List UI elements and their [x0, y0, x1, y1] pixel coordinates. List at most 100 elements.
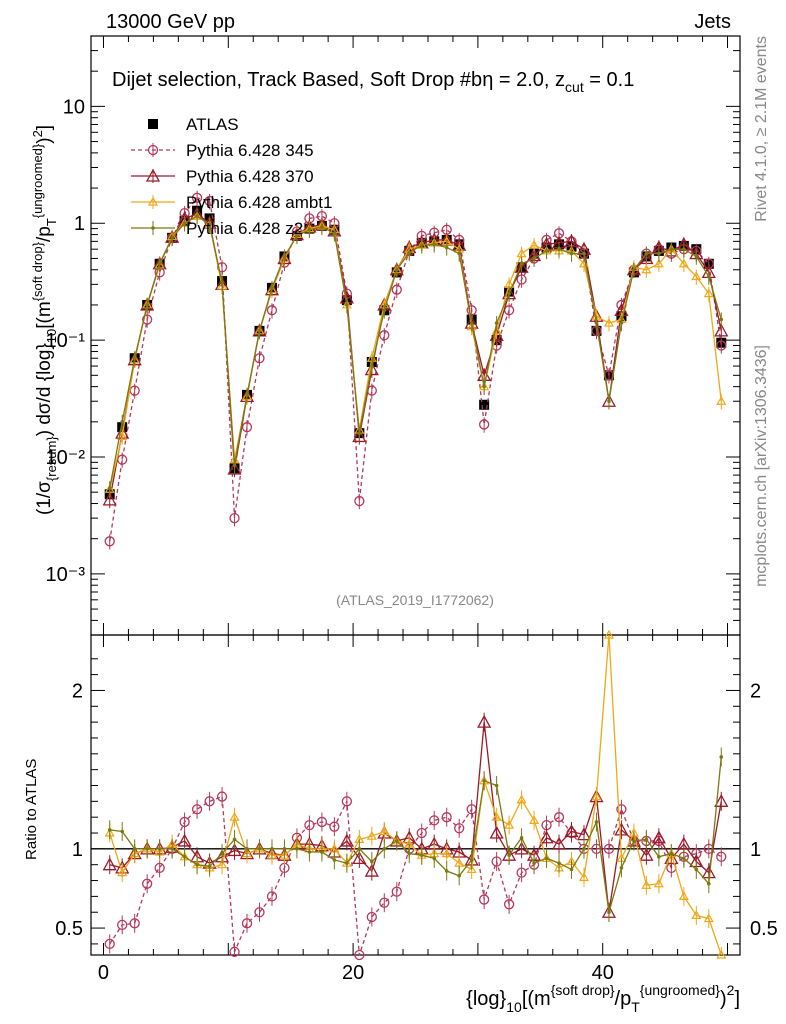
- data-point: [382, 308, 387, 313]
- legend-marker: [145, 168, 161, 182]
- ratio-point: [270, 847, 274, 851]
- ratio-xtick-label: 40: [592, 962, 614, 984]
- data-point: [307, 227, 312, 232]
- data-point: [407, 250, 412, 255]
- main-ytick-label: 10⁻¹: [46, 330, 86, 352]
- ratio-line: [109, 722, 722, 913]
- legend-label: Pythia 6.428 z2: [186, 219, 303, 238]
- data-point: [641, 264, 652, 274]
- ratio-point: [466, 864, 477, 874]
- data-point: [706, 274, 711, 279]
- data-point: [241, 422, 253, 433]
- ratio-point: [614, 822, 629, 836]
- ratio-point: [382, 847, 387, 851]
- data-point: [132, 356, 137, 361]
- ratio-point: [582, 847, 586, 851]
- data-point: [391, 284, 402, 295]
- legend-marker: [147, 144, 159, 156]
- ratio-point: [364, 863, 379, 877]
- ratio-point: [216, 791, 228, 802]
- ratio-ytick-label: 1: [72, 839, 83, 861]
- ratio-point: [714, 793, 729, 807]
- ratio-point: [329, 821, 340, 832]
- legend-label: Pythia 6.428 ambt1: [186, 193, 332, 212]
- ratio-point: [603, 629, 614, 639]
- plot-title-sub: cut: [565, 79, 584, 95]
- data-point: [332, 231, 337, 236]
- ratio-point: [132, 847, 137, 851]
- data-point: [207, 222, 212, 227]
- ratio-point: [241, 918, 253, 929]
- data-point: [254, 353, 265, 364]
- ratio-point: [489, 825, 504, 839]
- ratio-point: [282, 847, 287, 851]
- plot-title-text: Dijet selection, Track Based, Soft Drop …: [112, 69, 482, 91]
- ratio-point: [478, 894, 490, 905]
- data-point: [457, 251, 461, 256]
- ratio-point: [616, 804, 627, 815]
- data-point: [514, 259, 529, 273]
- legend: ATLAS Pythia 6.428 345 Pythia 6.428 370 Pyt…: [131, 115, 332, 238]
- data-point: [232, 463, 237, 468]
- ratio-point: [469, 858, 474, 862]
- series-line: [109, 213, 722, 500]
- ratio-point: [657, 854, 661, 859]
- ratio-point: [345, 861, 349, 865]
- data-point: [703, 288, 714, 298]
- ratio-point: [441, 812, 452, 823]
- data-point: [691, 271, 702, 281]
- ratio-point: [370, 859, 374, 864]
- data-point: [345, 303, 349, 307]
- ratio-ytick-label-right: 0.5: [750, 918, 778, 940]
- data-point: [182, 221, 187, 226]
- ratio-point: [179, 816, 190, 828]
- ratio-point: [339, 833, 354, 847]
- legend-marker: [151, 226, 155, 230]
- data-point: [557, 247, 561, 251]
- ratio-point: [694, 867, 699, 872]
- ratio-point: [519, 835, 524, 840]
- legend-label: Pythia 6.428 370: [186, 167, 314, 186]
- ratio-point: [641, 880, 652, 889]
- data-point: [216, 262, 228, 273]
- ratio-point: [504, 819, 515, 829]
- data-point: [170, 236, 174, 240]
- data-point: [494, 321, 499, 325]
- ratio-point: [454, 857, 465, 867]
- ratio-point: [454, 823, 465, 834]
- analysis-label: (ATLAS_2019_I1772062): [336, 592, 494, 608]
- ratio-point: [591, 843, 602, 855]
- ratio-point: [320, 850, 324, 854]
- ratio-line: [109, 756, 722, 913]
- data-point: [678, 258, 689, 268]
- data-point: [120, 420, 125, 424]
- data-point: [195, 214, 199, 218]
- data-point: [191, 192, 203, 203]
- ratio-xtick-label: 20: [342, 962, 364, 984]
- ratio-point: [691, 910, 702, 919]
- ratio-point: [719, 755, 724, 759]
- ratio-point: [429, 815, 440, 826]
- ratio-point: [295, 847, 299, 851]
- ratio-point: [304, 819, 315, 831]
- ratio-point: [607, 910, 611, 915]
- ratio-point: [245, 847, 249, 851]
- ratio-series-group: [102, 629, 729, 961]
- data-point: [220, 280, 224, 285]
- ratio-point: [354, 949, 365, 961]
- ratio-point: [669, 851, 674, 856]
- ratio-point: [407, 851, 412, 856]
- ratio-point: [491, 856, 502, 867]
- ratio-point: [191, 804, 203, 815]
- ratio-point: [503, 899, 515, 910]
- main-ytick-label: 10⁻³: [46, 564, 86, 586]
- ratio-point: [529, 815, 540, 824]
- ratio-point: [366, 911, 377, 923]
- data-point: [519, 261, 524, 266]
- ratio-point: [603, 843, 615, 855]
- ratio-point: [379, 826, 390, 836]
- ratio-point: [357, 847, 362, 851]
- ratio-point: [419, 853, 424, 857]
- ratio-point: [142, 878, 153, 889]
